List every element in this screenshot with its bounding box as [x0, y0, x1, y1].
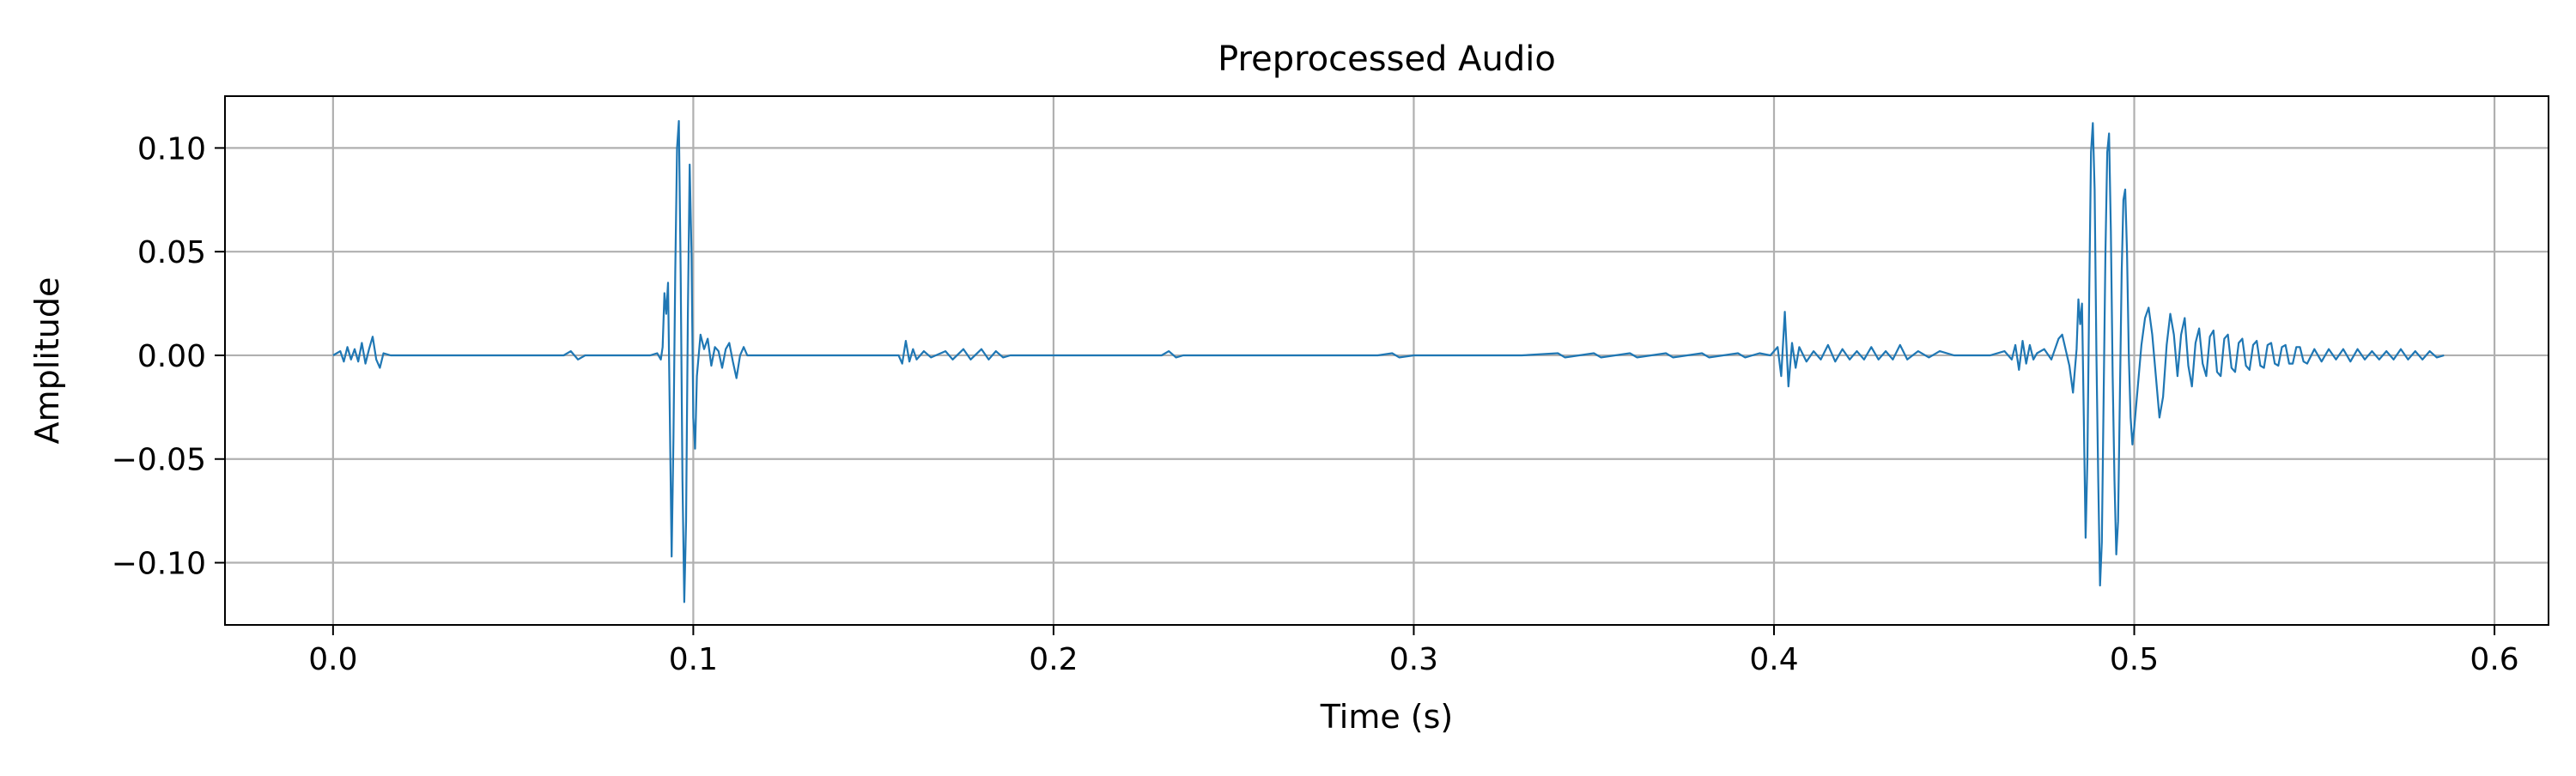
x-tick-label: 0.5	[2110, 642, 2159, 677]
y-tick-label: 0.10	[137, 131, 206, 167]
series-line	[332, 119, 2445, 603]
x-axis-label: Time (s)	[1320, 698, 1454, 736]
y-tick-label: 0.00	[137, 339, 206, 374]
y-axis-label: Amplitude	[28, 277, 66, 445]
x-tick-label: 0.0	[308, 642, 357, 677]
y-tick-label: −0.10	[112, 547, 206, 582]
x-tick-label: 0.6	[2470, 642, 2518, 677]
plot-frame	[224, 95, 2549, 626]
x-axis: 0.0 0.1 0.2 0.3 0.4 0.5 0.6	[308, 625, 2519, 677]
grid-layer	[225, 96, 2549, 625]
x-tick-label: 0.3	[1389, 642, 1438, 677]
series-layer	[332, 119, 2445, 603]
y-tick-label: −0.05	[112, 443, 206, 478]
x-tick-label: 0.1	[669, 642, 718, 677]
y-tick-label: 0.05	[137, 235, 206, 270]
chart-title: Preprocessed Audio	[1218, 39, 1556, 79]
x-tick-label: 0.4	[1749, 642, 1798, 677]
x-tick-label: 0.2	[1029, 642, 1078, 677]
y-axis: −0.10 −0.05 0.00 0.05 0.10	[112, 131, 225, 582]
